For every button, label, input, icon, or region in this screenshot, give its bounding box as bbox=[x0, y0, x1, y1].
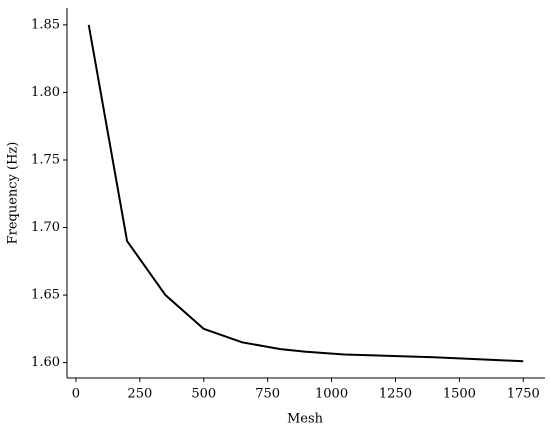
line bbox=[87, 24, 524, 363]
x-tick-label: 1250 bbox=[379, 387, 412, 402]
y-tick-label: 1.85 bbox=[31, 17, 60, 32]
y-tick-label: 1.60 bbox=[31, 355, 60, 370]
x-axis-label: Mesh bbox=[287, 412, 324, 427]
x-tick-label: 500 bbox=[191, 387, 216, 402]
x-tick-label: 250 bbox=[127, 387, 152, 402]
y-tick-label: 1.80 bbox=[31, 85, 60, 100]
y-tick-label: 1.70 bbox=[31, 220, 60, 235]
x-tick-label: 0 bbox=[72, 387, 80, 402]
x-tick-label: 1000 bbox=[315, 387, 348, 402]
y-axis-label: Frequency (Hz) bbox=[6, 142, 21, 245]
y-tick-label: 1.65 bbox=[31, 288, 60, 303]
x-tick-label: 750 bbox=[255, 387, 280, 402]
x-tick-label: 1500 bbox=[443, 387, 476, 402]
y-tick-label: 1.75 bbox=[31, 152, 60, 167]
x-tick-label: 1750 bbox=[507, 387, 540, 402]
